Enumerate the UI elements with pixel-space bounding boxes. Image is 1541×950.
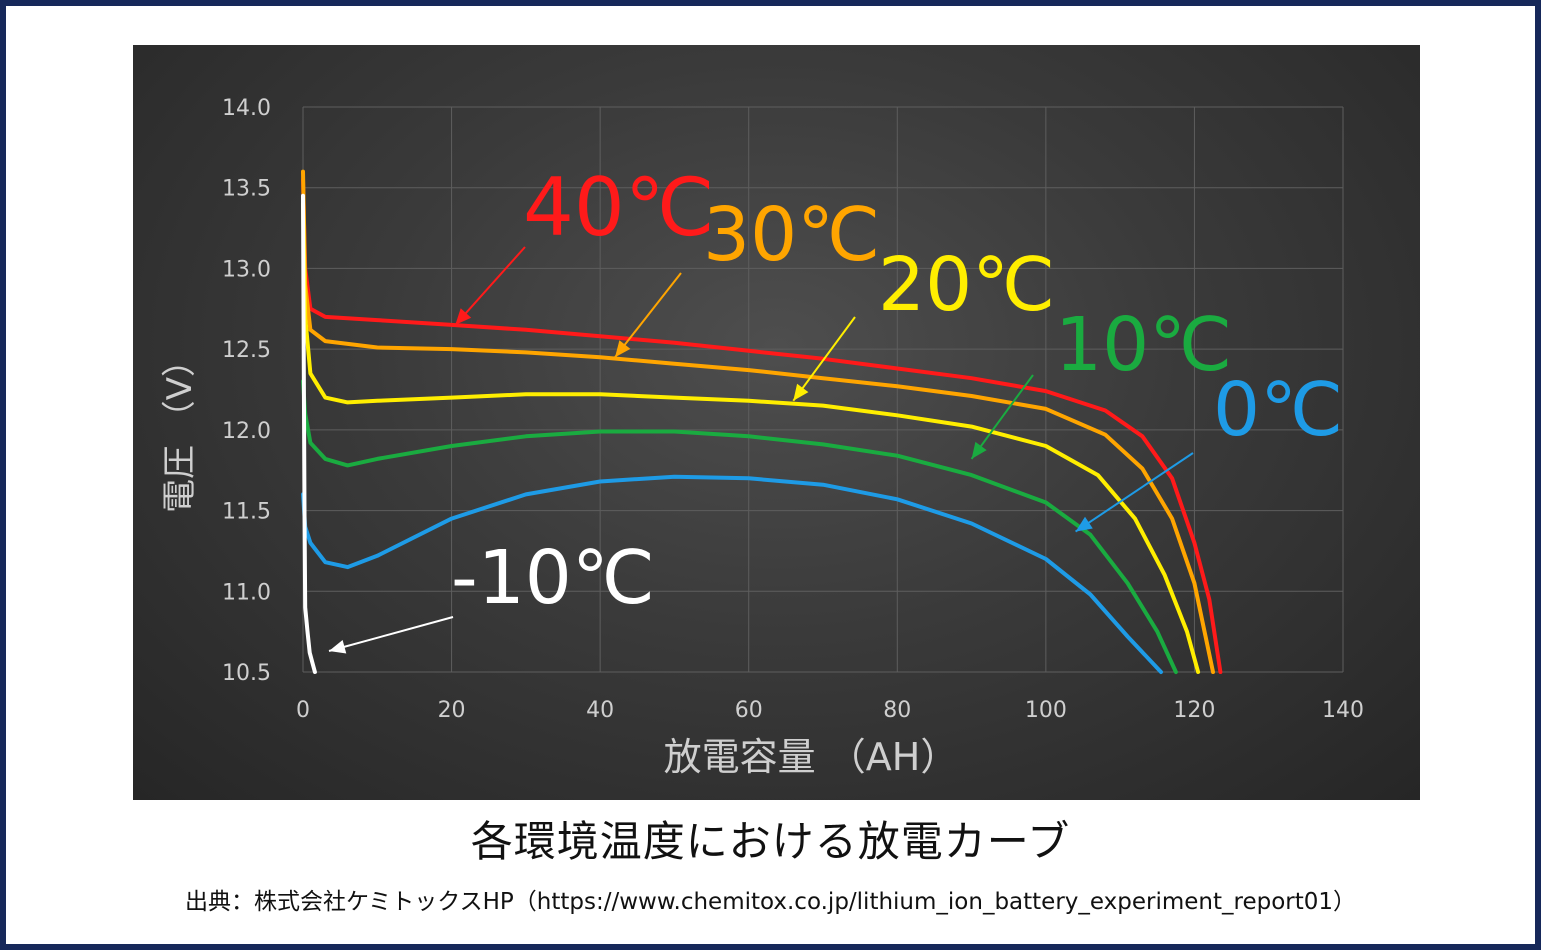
x-tick-label: 120 bbox=[1173, 698, 1215, 723]
annotations: 40℃30℃20℃10℃0℃ -10℃ bbox=[328, 161, 1343, 654]
annotation-arrow-shaft bbox=[1075, 452, 1194, 533]
y-axis-label: 電圧 （V） bbox=[160, 343, 200, 513]
annotation-arrow-shaft bbox=[792, 316, 856, 402]
discharge-curve-chart: 0 20 40 60 80 100 120 140 10.5 11.0 11.5 12.0 12.5 13… bbox=[160, 96, 1364, 779]
annotation-arrow-head bbox=[1075, 516, 1093, 532]
series-line-3 bbox=[301, 379, 1178, 674]
series-lines bbox=[301, 169, 1223, 674]
x-tick-label: 40 bbox=[586, 698, 614, 723]
x-tick-label: 100 bbox=[1025, 698, 1067, 723]
series-line-1 bbox=[301, 169, 1215, 674]
annotation-label: 20℃ bbox=[878, 242, 1055, 328]
series-line-4 bbox=[301, 474, 1163, 674]
tick-labels: 0 20 40 60 80 100 120 140 10.5 11.0 11.5 12.0 12.5 13… bbox=[222, 96, 1364, 723]
annotation-arrow-shaft bbox=[614, 272, 682, 358]
annotation-arrow-head bbox=[793, 383, 809, 401]
figure-caption: 各環境温度における放電カーブ bbox=[470, 817, 1071, 866]
x-tick-label: 20 bbox=[438, 698, 466, 723]
y-tick-label: 12.5 bbox=[222, 338, 271, 363]
annotation-label: 10℃ bbox=[1055, 302, 1232, 388]
source-citation: 出典：株式会社ケミトックスHP（https://www.chemitox.co.… bbox=[184, 889, 1357, 915]
y-tick-label: 11.5 bbox=[222, 500, 271, 525]
y-tick-label: 11.0 bbox=[222, 580, 271, 605]
annotation-arrow-shaft bbox=[454, 246, 526, 326]
annotation-arrow-shaft bbox=[970, 374, 1034, 460]
annotation-label: 0℃ bbox=[1213, 367, 1343, 453]
x-tick-label: 0 bbox=[296, 698, 310, 723]
annotation-arrow-head bbox=[971, 441, 987, 459]
y-tick-label: 14.0 bbox=[222, 96, 271, 121]
annotation-arrow-head bbox=[455, 308, 472, 325]
x-tick-label: 140 bbox=[1322, 698, 1364, 723]
y-tick-label: 13.0 bbox=[222, 257, 271, 282]
x-axis-label: 放電容量 （AH） bbox=[664, 735, 959, 779]
series-line-5 bbox=[301, 193, 317, 674]
chart-panel: 0 20 40 60 80 100 120 140 10.5 11.0 11.5 12.0 12.5 13… bbox=[133, 45, 1420, 800]
annotation-arrow-head bbox=[615, 340, 631, 358]
annotation-label: 30℃ bbox=[703, 192, 880, 278]
y-tick-label: 10.5 bbox=[222, 661, 271, 686]
series-line-2 bbox=[301, 201, 1201, 674]
y-tick-label: 13.5 bbox=[222, 177, 271, 202]
y-tick-label: 12.0 bbox=[222, 419, 271, 444]
annotation-arrow-shaft bbox=[328, 616, 454, 652]
x-tick-label: 60 bbox=[735, 698, 763, 723]
x-tick-label: 80 bbox=[883, 698, 911, 723]
annotation-arrow-head bbox=[329, 640, 347, 654]
annotation-label: 40℃ bbox=[523, 161, 715, 254]
annotation-label: -10℃ bbox=[451, 535, 655, 621]
